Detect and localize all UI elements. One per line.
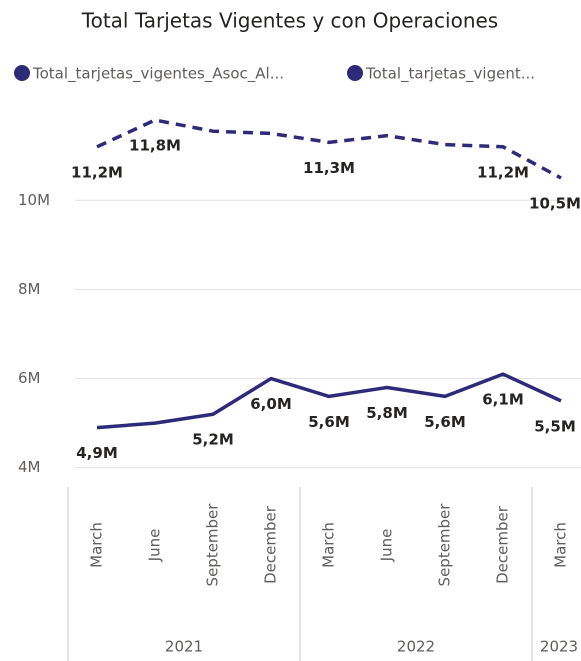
data-label: 11,2M (71, 163, 123, 181)
legend-label: Total_tarjetas_vigentes_Asoc_Al... (32, 65, 284, 84)
x-tick-label: March (88, 522, 106, 568)
data-label: 6,0M (250, 395, 292, 413)
legend-label: Total_tarjetas_vigent... (365, 65, 535, 84)
x-tick-label: June (378, 529, 396, 563)
data-label: 5,6M (424, 413, 466, 431)
data-label: 11,3M (303, 159, 355, 177)
x-tick-label: March (552, 522, 570, 568)
x-tick-label: September (204, 503, 222, 587)
x-group-label: 2022 (397, 638, 435, 656)
x-tick-label: December (494, 505, 512, 584)
y-tick-label: 10M (18, 191, 50, 209)
legend-marker (14, 65, 30, 81)
data-label: 11,2M (477, 163, 529, 181)
data-label: 5,5M (534, 417, 576, 435)
series-line (96, 118, 562, 180)
data-label: 4,9M (76, 444, 118, 462)
x-tick-label: December (262, 505, 280, 584)
data-label: 5,6M (308, 413, 350, 431)
y-tick-label: 4M (18, 458, 41, 476)
y-tick-label: 8M (18, 280, 41, 298)
data-label: 11,8M (129, 137, 181, 155)
x-group-label: 2021 (165, 638, 203, 656)
x-tick-label: June (146, 529, 164, 563)
legend-marker (347, 65, 363, 81)
x-tick-label: September (436, 503, 454, 587)
series-line (96, 372, 562, 430)
data-label: 5,8M (366, 404, 408, 422)
data-label: 6,1M (482, 391, 524, 409)
y-tick-label: 6M (18, 369, 41, 387)
chart-title: Total Tarjetas Vigentes y con Operacione… (81, 9, 498, 33)
data-label: 5,2M (192, 431, 234, 449)
x-group-label: 2023 (540, 638, 578, 656)
x-tick-label: March (320, 522, 338, 568)
data-label: 10,5M (529, 195, 581, 213)
